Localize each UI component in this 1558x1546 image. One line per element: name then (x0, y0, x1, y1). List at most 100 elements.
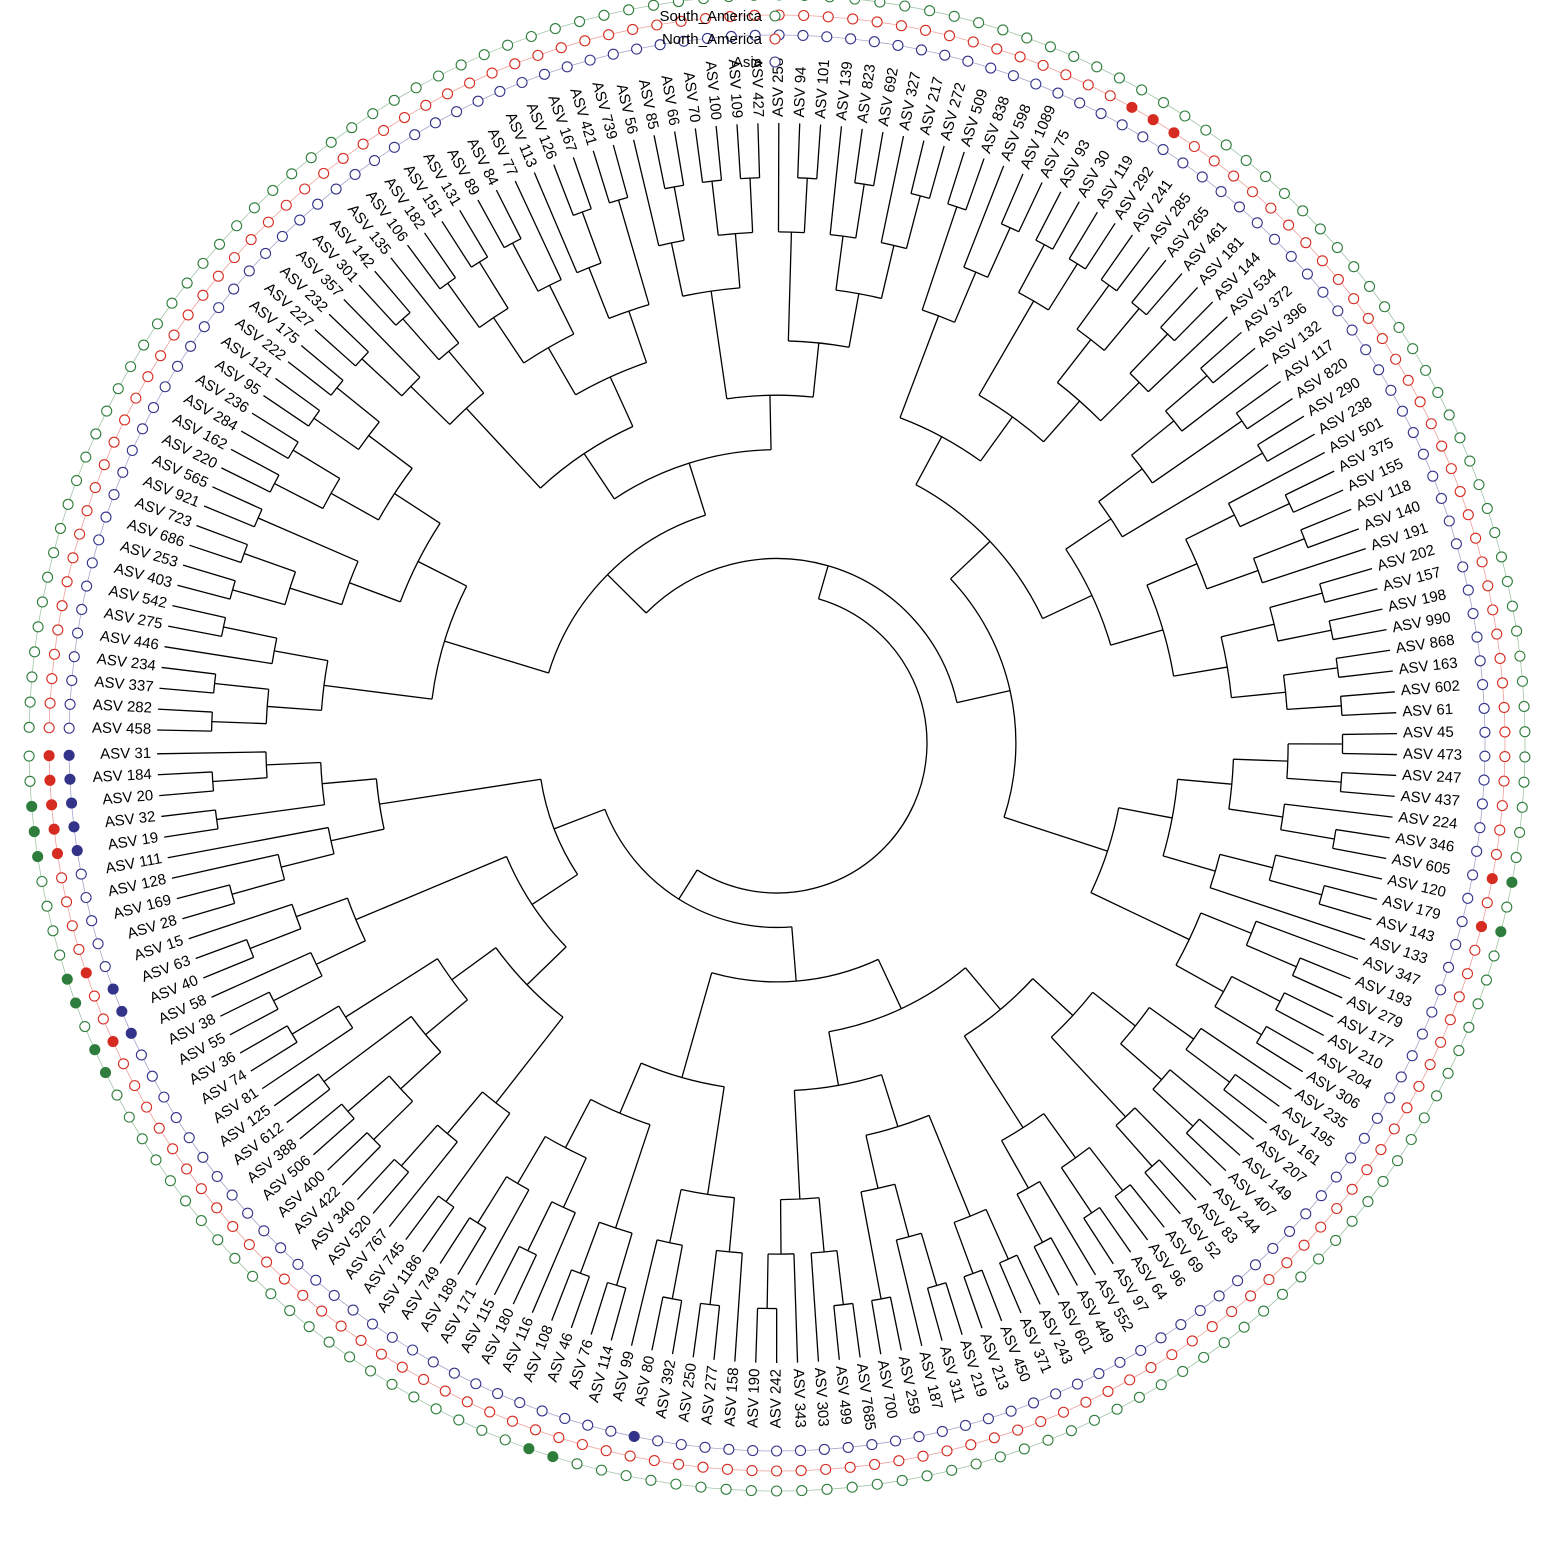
presence-marker (1298, 1239, 1310, 1251)
tree-branch (1116, 246, 1150, 292)
presence-marker (509, 58, 521, 70)
tree-branch (860, 1191, 882, 1300)
tree-node-arc (910, 192, 930, 200)
tree-node-arc (640, 1062, 725, 1088)
tree-node-arc (268, 991, 279, 1010)
presence-marker (1179, 110, 1191, 122)
presence-marker (182, 309, 194, 321)
tree-branch (330, 828, 385, 842)
presence-marker (388, 141, 400, 153)
leaf-label: ASV 250 (675, 1362, 700, 1423)
tree-node-arc (1214, 976, 1233, 1007)
tree-branch (998, 1262, 1022, 1314)
presence-marker (1005, 1405, 1017, 1417)
tree-branch (632, 139, 660, 246)
leaf-label: ASV 70 (680, 71, 704, 124)
presence-marker (73, 943, 85, 955)
presence-marker (721, 1463, 734, 1475)
presence-marker (54, 522, 66, 534)
tree-branch (1035, 191, 1062, 241)
leaf-label: ASV 446 (99, 628, 160, 654)
presence-marker (141, 1101, 153, 1113)
presence-marker (595, 1464, 608, 1476)
presence-marker (1487, 604, 1499, 616)
tree-branch (220, 991, 270, 1017)
presence-marker (1037, 59, 1049, 71)
tree-branch (390, 257, 460, 344)
tree-branch (1145, 273, 1183, 316)
leaf-label: ASV 20 (102, 787, 154, 808)
tree-branch (1200, 1027, 1292, 1090)
presence-marker (725, 30, 737, 43)
tree-node-arc (399, 522, 441, 603)
tree-branch (300, 344, 344, 381)
presence-marker (407, 1344, 419, 1356)
tree-branch (803, 178, 808, 233)
presence-marker (1145, 1362, 1157, 1374)
presence-marker (771, 1465, 783, 1477)
presence-marker (42, 571, 54, 583)
tree-branch (980, 416, 1013, 462)
presence-marker (195, 1183, 207, 1195)
tree-branch (221, 467, 271, 493)
presence-marker (47, 925, 59, 937)
tree-node-arc (599, 1221, 633, 1234)
leaf-label: ASV 32 (104, 808, 157, 831)
tree-node-arc (469, 1217, 487, 1229)
tree-branch (1299, 957, 1351, 980)
presence-marker (1030, 78, 1042, 90)
presence-marker (1471, 631, 1483, 643)
presence-marker (366, 1318, 379, 1330)
presence-marker (1450, 538, 1462, 550)
tree-node-arc (1318, 885, 1325, 905)
tree-branch (1219, 853, 1273, 869)
tree-branch (928, 1115, 971, 1217)
presence-marker (164, 1175, 176, 1187)
presence-marker (36, 875, 48, 888)
presence-marker (818, 1443, 830, 1455)
presence-marker (476, 1424, 488, 1436)
tree-node-arc (716, 1249, 743, 1254)
presence-marker (1155, 1332, 1167, 1344)
tree-branch (232, 589, 286, 606)
presence-marker (506, 1415, 519, 1427)
tree-branch (950, 540, 991, 580)
presence-marker (647, 0, 660, 11)
presence-marker (1208, 155, 1220, 167)
tree-branch (581, 211, 602, 264)
presence-rings (23, 0, 1531, 1497)
presence-marker (46, 799, 58, 811)
tree-node-arc (240, 544, 249, 563)
tree-branch (1200, 912, 1252, 934)
tree-branch (797, 123, 801, 178)
presence-marker (620, 1470, 632, 1482)
presence-marker (398, 111, 411, 124)
presence-marker (492, 1387, 504, 1400)
presence-marker (1360, 344, 1372, 356)
presence-marker (247, 1270, 259, 1282)
presence-marker (278, 1273, 290, 1285)
tree-branch (1257, 415, 1305, 446)
presence-marker (147, 402, 160, 414)
tree-branch (1267, 433, 1315, 462)
tree-branch (1332, 847, 1387, 860)
presence-marker (344, 1351, 356, 1363)
presence-marker (1362, 1196, 1374, 1208)
leaf-label: ASV 303 (811, 1367, 832, 1427)
tree-branch (286, 1088, 331, 1124)
tree-node-arc (1257, 444, 1268, 462)
tree-branch (394, 492, 441, 524)
tree-node-arc (539, 425, 634, 489)
tree-branch (1280, 829, 1335, 840)
presence-marker (1267, 1242, 1279, 1254)
presence-marker (1285, 250, 1297, 262)
tree-branch (1181, 364, 1269, 432)
presence-marker (584, 54, 596, 66)
presence-marker (529, 1424, 542, 1436)
presence-marker (1345, 1152, 1357, 1164)
tree-node-arc (277, 854, 286, 880)
presence-marker (1390, 353, 1402, 365)
presence-marker (494, 85, 506, 98)
presence-marker (1348, 293, 1360, 305)
presence-marker (1431, 1090, 1443, 1102)
